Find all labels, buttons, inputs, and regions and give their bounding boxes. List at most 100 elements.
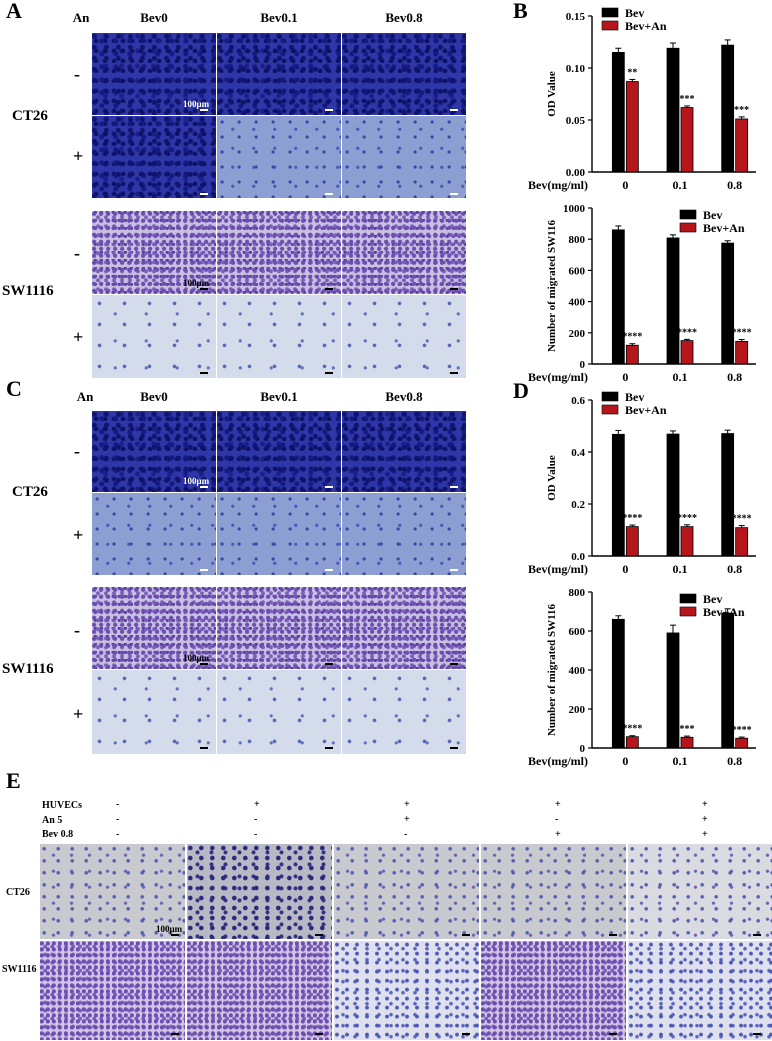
micrograph-c-sw-minus-bev0 [92,587,216,669]
legend-label: Bev+An [703,221,745,235]
panel-b-letter: B [513,0,528,23]
micrograph-e-sw-2 [187,941,332,1040]
legend-swatch-bev-an [679,222,697,233]
bar-bev-an [680,340,694,365]
significance-label: **** [732,725,752,736]
y-tick-label: 0.4 [571,447,585,459]
legend-swatch-bev-an [601,404,619,415]
y-tick-label: 0.2 [571,499,585,511]
panel-c-an-header: An [76,389,94,404]
micrograph-e-ct26-5 [628,844,772,939]
legend-label: Bev+An [625,403,667,417]
scale-bar [315,934,323,936]
y-tick-label: 200 [569,328,586,340]
scale-bar [325,569,333,571]
scale-bar [315,1033,323,1035]
panel-e-sign: + [702,814,708,825]
y-tick-label: 0 [580,743,586,755]
micrograph-a-ct26-minus-bev08 [342,33,466,115]
bar-bev-an [735,527,749,557]
panel-a-col-bev08: Bev0.8 [385,10,423,25]
significance-label: **** [732,328,752,339]
legend-label: Bev [703,208,722,222]
y-tick-label: 600 [569,265,586,277]
scale-bar [200,193,208,195]
micrograph-c-sw-plus-bev01 [217,670,341,754]
x-tick-label: 0 [622,562,628,576]
panel-a-letter: A [6,0,22,23]
bar-bev-an [680,107,694,173]
scale-bar [200,109,208,111]
bar-bev [611,433,625,557]
x-axis-label: Bev(mg/ml) [528,754,588,768]
panel-a-scale-label-sw: 100μm [183,278,210,288]
x-axis-label: Bev(mg/ml) [528,562,588,576]
bar-bev-an [735,118,749,173]
scale-bar [200,486,208,488]
panel-e-sign: - [116,814,120,825]
panel-e-sign: + [702,829,708,840]
panel-c-row-ct26: CT26 [12,484,48,500]
y-tick-label: 0.05 [566,115,586,127]
panel-a-sign-1: - [74,64,80,84]
significance-label: **** [677,513,697,524]
y-axis-label: Number of migrated SW116 [546,603,558,736]
significance-label: **** [732,514,752,525]
x-axis-label: Bev(mg/ml) [528,178,588,192]
micrograph-c-sw-minus-bev08 [342,587,466,669]
micrograph-c-sw-minus-bev01 [217,587,341,669]
scale-bar [450,288,458,290]
micrograph-c-ct26-plus-bev01 [217,493,341,575]
bar-bev [666,632,680,749]
x-tick-label: 0 [622,370,628,384]
bar-bev [666,47,680,173]
significance-label: **** [622,724,642,735]
panel-e-sign: + [555,799,561,810]
panel-c-sign-4: + [73,704,84,724]
x-tick-label: 0 [622,178,628,192]
scale-bar [325,193,333,195]
y-tick-label: 0.0 [571,551,585,563]
micrograph-a-ct26-plus-bev08 [342,116,466,198]
y-tick-label: 200 [569,704,586,716]
significance-label: **** [622,332,642,343]
x-axis-label: Bev(mg/ml) [528,370,588,384]
micrograph-e-sw-3 [334,941,479,1040]
y-tick-label: 800 [569,587,586,599]
x-tick-label: 0.1 [673,370,688,384]
panel-e-sign: - [116,799,120,810]
scale-bar [753,1033,761,1035]
micrograph-c-ct26-plus-bev0 [92,493,216,575]
chart-b-top: 0.00 0.05 0.10 0.15 OD Value ** 0 *** 0.1 *** 0.8 B… [520,0,772,192]
panel-d-letter: D [513,378,529,403]
x-tick-label: 0.1 [673,754,688,768]
micrograph-c-ct26-minus-bev01 [217,411,341,492]
bar-bev [721,433,735,557]
panel-c-letter: C [6,376,22,401]
scale-bar [450,486,458,488]
bar-bev [721,44,735,173]
scale-bar [450,569,458,571]
micrograph-a-sw-plus-bev01 [217,295,341,378]
scale-bar [200,663,208,665]
y-tick-label: 400 [569,297,586,309]
scale-bar [200,372,208,374]
bar-bev-an [625,344,639,365]
panel-a-sign-2: + [73,146,84,166]
significance-label: *** [680,724,695,735]
micrograph-a-sw-minus-bev0 [92,211,216,294]
micrograph-e-ct26-2 [187,844,332,939]
panel-e-sign: - [404,829,408,840]
panel-a-sign-4: + [73,327,84,347]
panel-e-sign: + [702,799,708,810]
legend-swatch-bev-an [679,606,697,617]
legend-swatch-bev-an [601,20,619,31]
scale-bar [325,486,333,488]
bar-bev-an [735,737,749,749]
y-tick-label: 400 [569,665,586,677]
bar-bev-an [625,526,639,557]
micrograph-c-ct26-minus-bev08 [342,411,466,492]
micrograph-e-sw-5 [628,941,772,1040]
panel-e-sign: + [254,799,260,810]
scale-bar [200,288,208,290]
